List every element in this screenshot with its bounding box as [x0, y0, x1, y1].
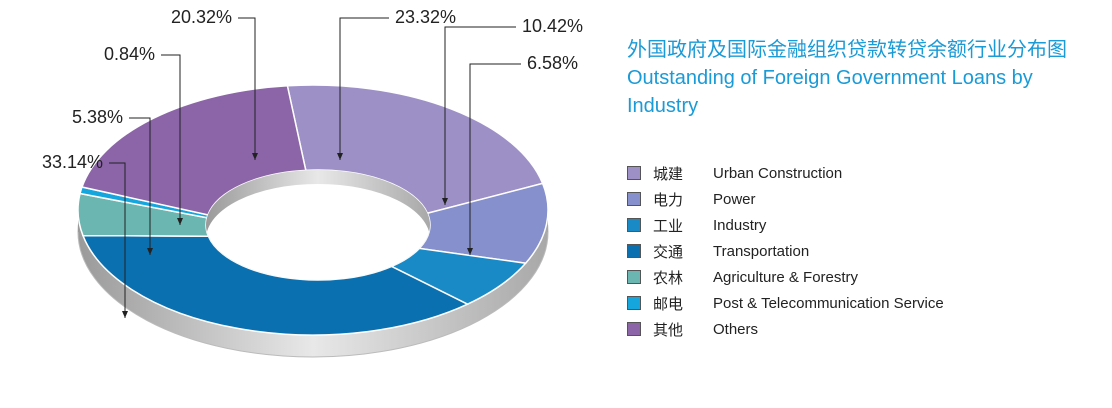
leader-line	[109, 162, 126, 318]
chart-title: 外国政府及国际金融组织贷款转贷余额行业分布图	[627, 39, 1067, 61]
legend-label: Post & Telecommunication Service	[713, 294, 944, 312]
legend-label-zh: 工业	[653, 217, 684, 235]
data-label: 23.32%	[395, 7, 456, 27]
data-label: 10.42%	[522, 16, 583, 36]
chart-subtitle: Outstanding of Foreign Government Loans …	[627, 67, 1033, 117]
legend-swatch	[627, 192, 641, 206]
legend-label-zh: 其他	[653, 321, 684, 339]
leader-arrow	[442, 198, 448, 205]
donut-hole	[206, 184, 430, 280]
legend-swatch	[627, 218, 641, 232]
legend-item: 电力 Power	[627, 186, 944, 212]
legend-label-zh: 邮电	[653, 295, 684, 313]
data-label: 6.58%	[527, 53, 578, 73]
legend-label: Others	[713, 320, 759, 338]
leader-line	[161, 54, 181, 225]
leader-line	[339, 17, 389, 160]
donut-slice	[81, 234, 470, 336]
chart: 23.32% 10.42% 6.58% 33.14% 5.38% 0.84% 20.32%	[42, 7, 583, 358]
leader-line	[238, 17, 256, 160]
leader-arrow	[122, 311, 128, 318]
legend: 城建 Urban Construction 电力 Power 工业 Industry 交通 T…	[627, 160, 944, 342]
title-block: 外国政府及国际金融组织贷款转贷余额行业分布图 Outstanding of Fo…	[627, 36, 1107, 120]
legend-swatch	[627, 296, 641, 310]
legend-label-zh: 交通	[653, 243, 684, 261]
legend-item: 工业 Industry	[627, 212, 944, 238]
leader-arrow	[467, 248, 473, 255]
leader-arrow	[252, 153, 258, 160]
legend-item: 邮电 Post & Telecommunication Service	[627, 290, 944, 316]
leader-line	[444, 26, 516, 205]
legend-item: 城建 Urban Construction	[627, 160, 944, 186]
legend-item: 其他 Others	[627, 316, 944, 342]
leader-line	[469, 63, 521, 255]
legend-swatch	[627, 244, 641, 258]
legend-swatch	[627, 270, 641, 284]
leader-line	[129, 117, 151, 255]
legend-label: Agriculture & Forestry	[713, 268, 859, 286]
leader-arrow	[147, 248, 153, 255]
data-label: 0.84%	[104, 44, 155, 64]
legend-swatch	[627, 322, 641, 336]
legend-label-zh: 电力	[653, 191, 684, 209]
legend-label: Urban Construction	[713, 164, 843, 182]
data-label: 5.38%	[72, 107, 123, 127]
legend-item: 农林 Agriculture & Forestry	[627, 264, 944, 290]
legend-label: Industry	[713, 216, 767, 234]
leader-arrow	[177, 218, 183, 225]
leader-arrow	[337, 153, 343, 160]
legend-label: Transportation	[713, 242, 810, 260]
legend-swatch	[627, 166, 641, 180]
data-label: 20.32%	[171, 7, 232, 27]
legend-label-zh: 农林	[653, 269, 684, 287]
legend-item: 交通 Transportation	[627, 238, 944, 264]
legend-label-zh: 城建	[653, 165, 684, 183]
data-label: 33.14%	[42, 152, 103, 172]
legend-label: Power	[713, 190, 756, 208]
